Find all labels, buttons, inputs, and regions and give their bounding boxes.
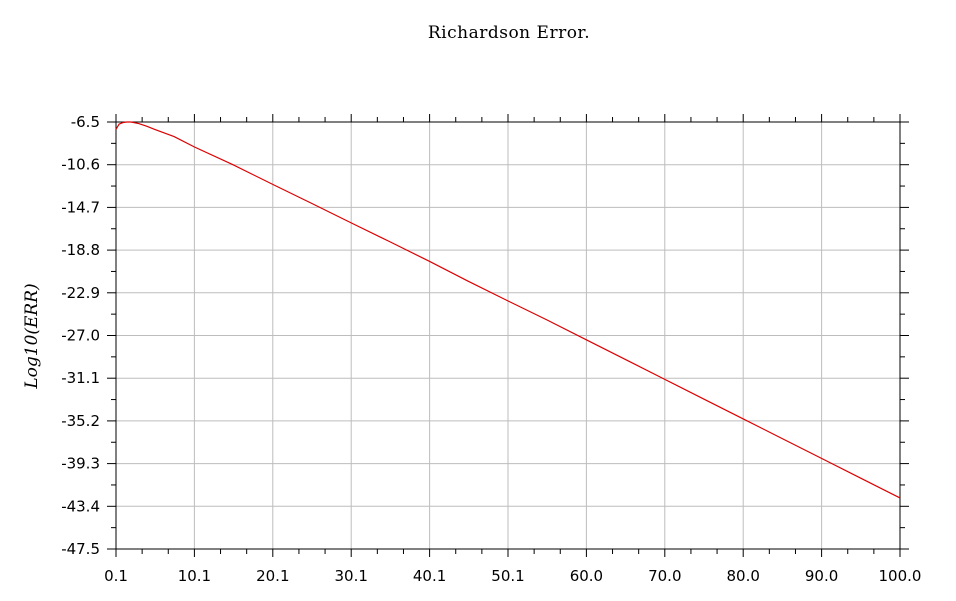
x-tick-label: 70.0 bbox=[648, 567, 681, 585]
y-tick-label: -31.1 bbox=[61, 369, 100, 387]
y-tick-label: -22.9 bbox=[61, 284, 100, 302]
series-line bbox=[115, 121, 901, 499]
plot-frame bbox=[115, 121, 901, 550]
y-tick-label: -6.5 bbox=[71, 113, 100, 131]
x-tick-label: 0.1 bbox=[104, 567, 128, 585]
x-tick-label: 50.1 bbox=[491, 567, 524, 585]
y-tick-label: -18.8 bbox=[61, 241, 100, 259]
grid-lines bbox=[116, 122, 900, 549]
y-tick-label: -43.4 bbox=[61, 497, 100, 515]
x-tick-labels: 0.1 10.1 20.1 30.1 40.1 50.1 60.0 70.0 80.0 90.0 1… bbox=[104, 567, 921, 585]
series-layer bbox=[115, 121, 901, 499]
chart-title: Richardson Error. bbox=[428, 23, 590, 43]
x-tick-label: 100.0 bbox=[879, 567, 922, 585]
y-tick-label: -35.2 bbox=[61, 412, 100, 430]
y-tick-label: -39.3 bbox=[61, 455, 100, 473]
x-tick-label: 40.1 bbox=[413, 567, 446, 585]
x-tick-label: 30.1 bbox=[334, 567, 367, 585]
x-tick-label: 10.1 bbox=[178, 567, 211, 585]
x-tick-label: 80.0 bbox=[726, 567, 759, 585]
y-axis-label: Log10(ERR) bbox=[22, 283, 42, 389]
x-tick-label: 20.1 bbox=[256, 567, 289, 585]
y-tick-label: -14.7 bbox=[61, 198, 100, 216]
y-tick-labels: -6.5 -10.6 -14.7 -18.8 -22.9 -27.0 -31.1 -35.2 -… bbox=[61, 113, 100, 558]
x-tick-label: 60.0 bbox=[570, 567, 603, 585]
x-tick-label: 90.0 bbox=[805, 567, 838, 585]
axis-ticks bbox=[107, 114, 909, 557]
y-tick-label: -10.6 bbox=[61, 156, 100, 174]
y-tick-label: -27.0 bbox=[61, 327, 100, 345]
y-tick-label: -47.5 bbox=[61, 540, 100, 558]
